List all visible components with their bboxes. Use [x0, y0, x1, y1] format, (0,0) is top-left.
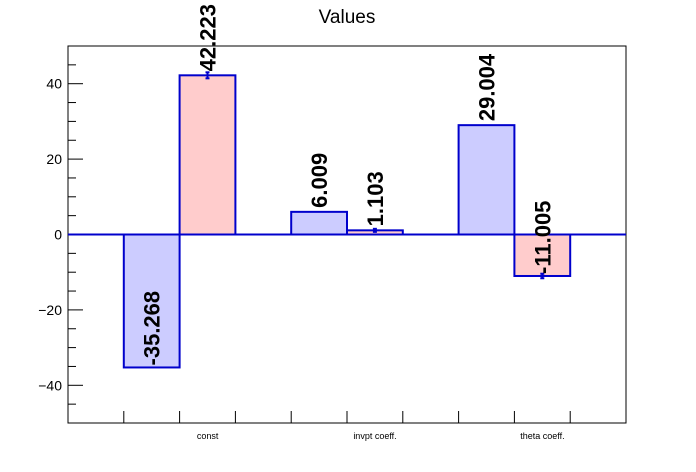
y-tick-label: 20: [46, 151, 62, 167]
data-label: -11.005: [530, 201, 555, 274]
bar: [290, 210, 349, 236]
data-labels: -35.268 42.223 6.009 1.103 29.004 -11.005: [140, 4, 556, 365]
axes: −40 −20 0 20 40 const invpt coeff. theta coeff.: [38, 45, 571, 441]
x-category-label: theta coeff.: [520, 431, 564, 441]
bar: [178, 74, 237, 236]
bar: [457, 124, 516, 236]
chart-title: Values: [319, 7, 376, 28]
y-tick-label: −40: [38, 377, 62, 393]
x-category-label: const: [197, 431, 219, 441]
data-label: 42.223: [196, 4, 221, 71]
y-tick-label: 40: [46, 76, 62, 92]
data-label: 6.009: [307, 153, 332, 208]
bars: [122, 71, 572, 369]
bar: [122, 233, 181, 369]
data-label: 29.004: [475, 53, 500, 121]
y-tick-label: 0: [54, 227, 62, 243]
data-label: -35.268: [140, 291, 165, 366]
y-tick-label: −20: [38, 302, 62, 318]
data-label: 1.103: [363, 171, 388, 226]
x-category-label: invpt coeff.: [353, 431, 396, 441]
